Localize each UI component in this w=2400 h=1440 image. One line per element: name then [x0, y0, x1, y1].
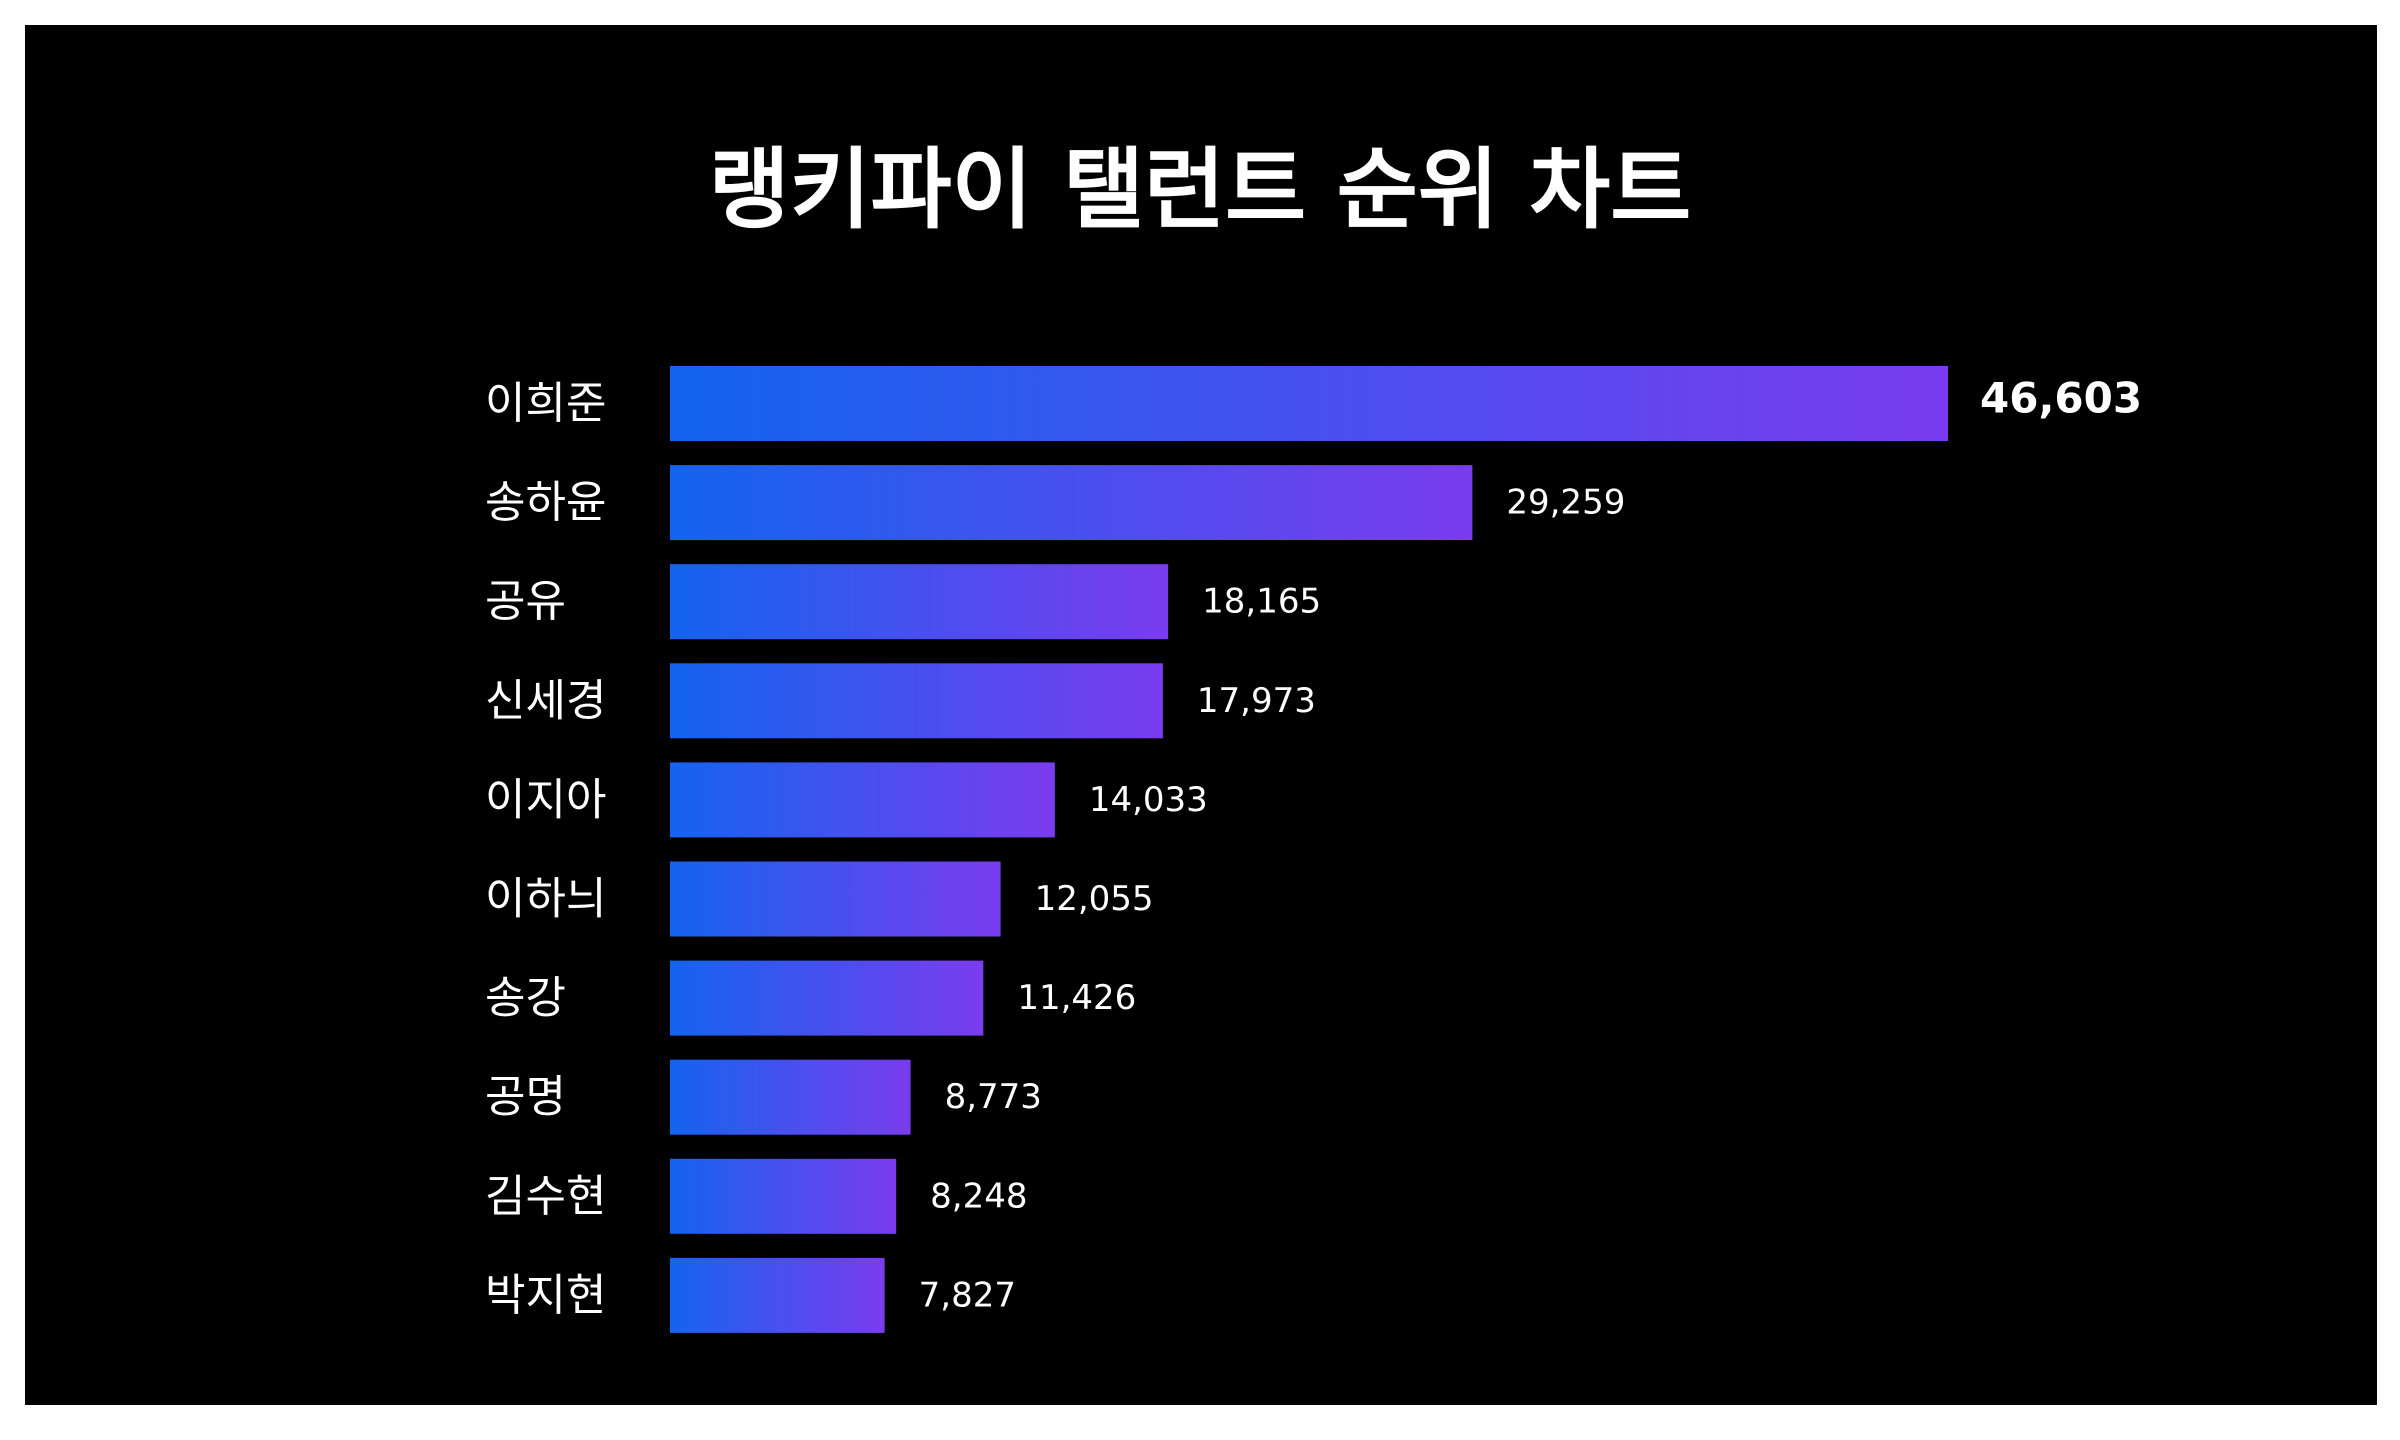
- bar: [670, 1059, 911, 1135]
- category-label: 이지아: [485, 774, 606, 825]
- bars-group: 이희준 46,603 송하윤 29,259 공유 18,165 신세경 17,973 이지아 14…: [485, 366, 2142, 1333]
- bar: [670, 1257, 885, 1333]
- value-label: 14,033: [1089, 780, 1208, 820]
- bar: [670, 861, 1001, 937]
- bar: [670, 366, 1948, 441]
- bar: [670, 960, 984, 1036]
- value-label: 8,248: [930, 1176, 1027, 1216]
- bar: [670, 762, 1055, 838]
- bar: [670, 663, 1163, 739]
- bar: [670, 564, 1169, 640]
- category-label: 신세경: [485, 675, 606, 726]
- category-label: 공명: [485, 1072, 566, 1123]
- category-label: 공유: [485, 576, 566, 627]
- value-label: 29,259: [1506, 483, 1625, 523]
- category-label: 김수현: [485, 1171, 606, 1222]
- value-label: 7,827: [919, 1275, 1016, 1315]
- category-label: 이희준: [485, 378, 606, 429]
- bar: [670, 465, 1473, 541]
- value-label: 8,773: [945, 1077, 1042, 1117]
- value-label: 18,165: [1202, 582, 1321, 622]
- value-label: 46,603: [1980, 374, 2142, 423]
- value-label: 17,973: [1197, 681, 1316, 721]
- value-label: 12,055: [1035, 879, 1154, 919]
- chart-title: 랭키파이 탤런트 순위 차트: [708, 138, 1692, 241]
- bar: [670, 1158, 897, 1234]
- category-label: 박지현: [485, 1270, 606, 1321]
- category-label: 송강: [485, 973, 566, 1024]
- value-label: 11,426: [1017, 978, 1136, 1018]
- chart-background: [25, 25, 2377, 1405]
- category-label: 송하윤: [485, 477, 606, 528]
- category-label: 이하늬: [485, 874, 606, 925]
